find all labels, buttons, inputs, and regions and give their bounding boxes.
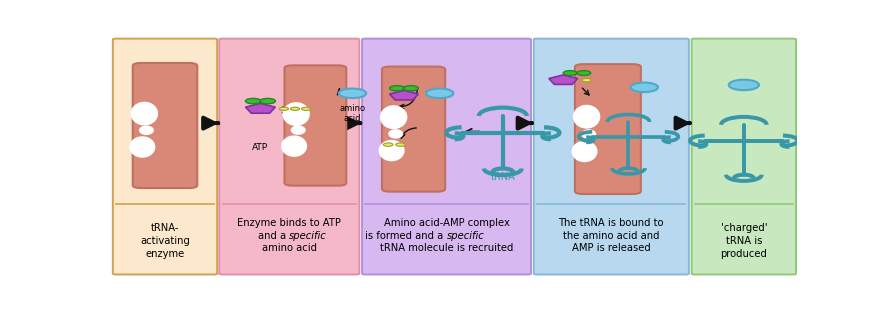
Circle shape xyxy=(403,86,418,91)
Text: specific: specific xyxy=(447,231,485,241)
Polygon shape xyxy=(245,103,276,113)
Ellipse shape xyxy=(291,125,306,135)
Text: tRNA-: tRNA- xyxy=(151,223,179,233)
Ellipse shape xyxy=(573,105,601,129)
FancyBboxPatch shape xyxy=(692,39,796,274)
Text: 'charged': 'charged' xyxy=(720,223,767,233)
Text: and a: and a xyxy=(258,231,289,241)
Text: tRNA molecule is recruited: tRNA molecule is recruited xyxy=(380,243,513,254)
Circle shape xyxy=(426,89,454,98)
FancyBboxPatch shape xyxy=(382,67,445,192)
Circle shape xyxy=(396,143,405,146)
Text: activating: activating xyxy=(140,236,190,246)
Text: is formed and a: is formed and a xyxy=(365,231,447,241)
Text: amino acid: amino acid xyxy=(261,243,317,254)
Circle shape xyxy=(728,80,759,90)
FancyBboxPatch shape xyxy=(533,39,689,274)
Circle shape xyxy=(338,89,366,98)
Text: tRNA is: tRNA is xyxy=(726,236,762,246)
Circle shape xyxy=(279,107,289,110)
Ellipse shape xyxy=(129,136,155,158)
Circle shape xyxy=(301,107,311,110)
FancyBboxPatch shape xyxy=(133,63,198,188)
Text: ATP: ATP xyxy=(253,144,268,153)
Text: specific: specific xyxy=(289,231,327,241)
Circle shape xyxy=(582,78,591,82)
Polygon shape xyxy=(549,75,578,84)
Circle shape xyxy=(384,143,393,146)
FancyBboxPatch shape xyxy=(362,39,531,274)
Text: Amino acid-AMP complex: Amino acid-AMP complex xyxy=(384,218,509,228)
FancyBboxPatch shape xyxy=(284,65,346,186)
Ellipse shape xyxy=(380,105,408,129)
FancyBboxPatch shape xyxy=(575,64,641,194)
Text: the amino acid and: the amino acid and xyxy=(563,231,659,241)
Ellipse shape xyxy=(378,140,405,161)
Ellipse shape xyxy=(581,129,596,139)
FancyBboxPatch shape xyxy=(113,39,217,274)
Circle shape xyxy=(563,71,577,75)
Circle shape xyxy=(260,98,276,104)
Polygon shape xyxy=(390,91,418,100)
Text: tRNA: tRNA xyxy=(491,172,515,182)
Circle shape xyxy=(245,98,261,104)
Text: produced: produced xyxy=(720,250,767,259)
FancyBboxPatch shape xyxy=(219,39,360,274)
Circle shape xyxy=(577,71,591,75)
Text: AMP is released: AMP is released xyxy=(572,243,650,254)
Ellipse shape xyxy=(388,129,403,139)
Ellipse shape xyxy=(281,135,307,157)
Text: The tRNA is bound to: The tRNA is bound to xyxy=(558,218,664,228)
Circle shape xyxy=(631,82,658,92)
Ellipse shape xyxy=(283,102,310,126)
Circle shape xyxy=(291,107,299,110)
Ellipse shape xyxy=(571,141,597,162)
Ellipse shape xyxy=(139,126,154,135)
Text: amino
acid: amino acid xyxy=(339,104,366,123)
Text: enzyme: enzyme xyxy=(145,250,184,259)
Ellipse shape xyxy=(130,102,158,126)
Text: Enzyme binds to ATP: Enzyme binds to ATP xyxy=(237,218,341,228)
Circle shape xyxy=(390,86,405,91)
